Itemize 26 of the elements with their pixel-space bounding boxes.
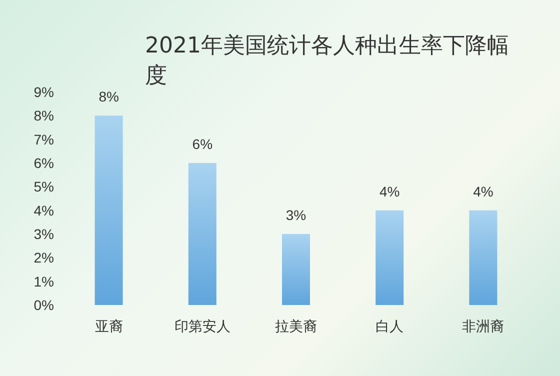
bar: [469, 210, 498, 305]
x-tick-label: 拉美裔: [275, 318, 317, 334]
y-tick-label: 4%: [34, 202, 54, 218]
y-tick-label: 8%: [34, 108, 54, 124]
chart-title: 2021年美国统计各人种出生率下降幅度: [145, 34, 509, 88]
data-label: 4%: [473, 183, 494, 200]
data-label: 6%: [192, 136, 213, 152]
data-label: 4%: [379, 183, 400, 200]
bar: [94, 116, 123, 305]
y-tick-label: 9%: [34, 84, 54, 100]
x-tick-label: 亚裔: [94, 318, 123, 334]
x-tick-label: 印第安人: [174, 318, 230, 334]
bar: [282, 234, 310, 305]
y-tick-label: 0%: [34, 297, 54, 313]
x-tick-label: 非洲裔: [462, 318, 504, 334]
data-label: 3%: [286, 207, 306, 223]
y-tick-label: 7%: [34, 131, 54, 148]
y-tick-label: 3%: [34, 226, 54, 242]
y-tick-label: 2%: [34, 250, 54, 266]
y-tick-label: 6%: [34, 155, 54, 171]
y-tick-label: 5%: [34, 178, 54, 195]
bar: [188, 163, 216, 305]
data-label: 8%: [98, 88, 119, 105]
x-tick-label: 白人: [376, 318, 404, 334]
y-tick-label: 1%: [34, 273, 54, 290]
bar: [376, 210, 404, 305]
